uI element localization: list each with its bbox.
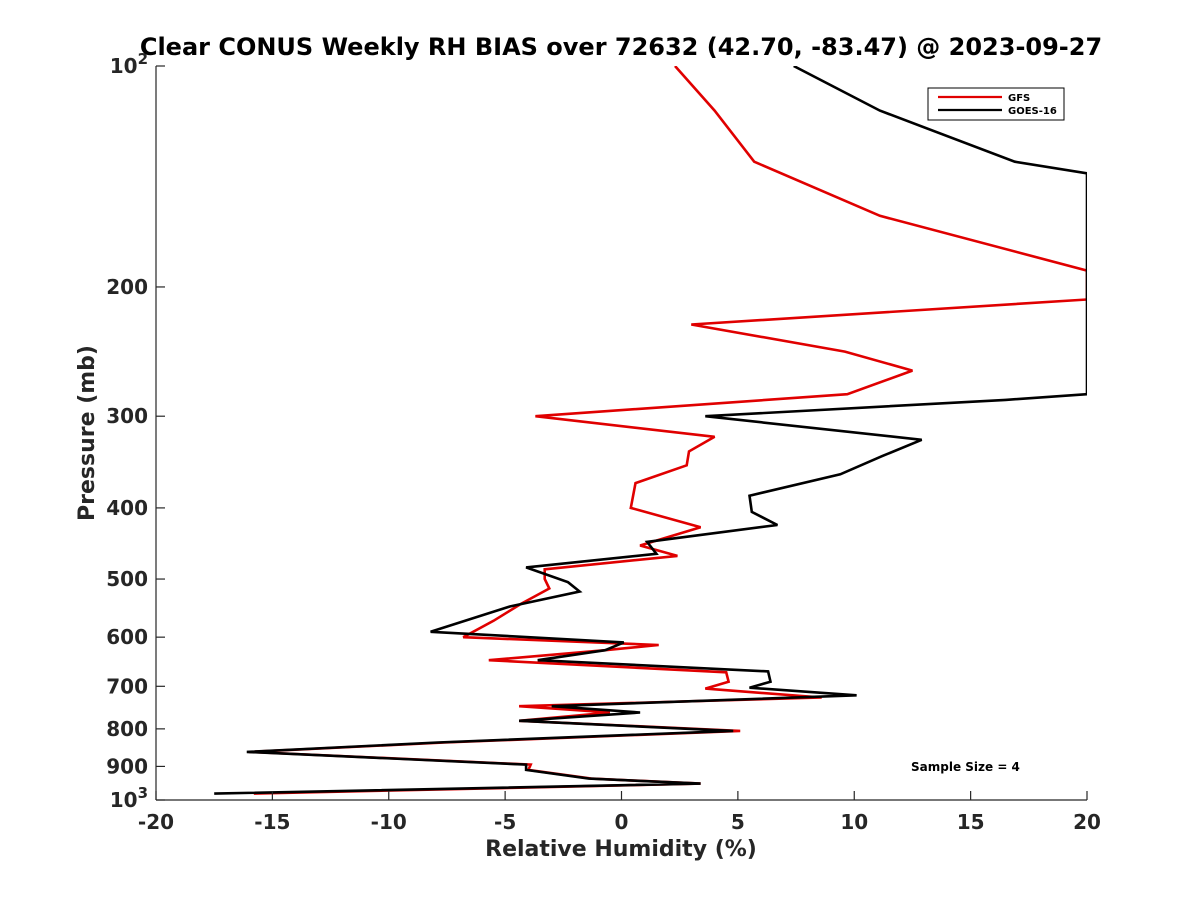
y-tick-exponent: 3 (138, 784, 148, 802)
series-layer (214, 66, 1087, 795)
chart-title: Clear CONUS Weekly RH BIAS over 72632 (4… (140, 33, 1102, 61)
x-tick-label: -20 (138, 810, 174, 834)
x-tick-label: 20 (1073, 810, 1101, 834)
y-tick-base: 10 (110, 788, 138, 812)
y-tick-label: 600 (106, 625, 148, 649)
sample-size-annotation: Sample Size = 4 (911, 760, 1020, 774)
x-tick-label: 10 (840, 810, 868, 834)
x-tick-label: 5 (731, 810, 745, 834)
y-tick-label: 300 (106, 404, 148, 428)
y-tick-label: 900 (106, 754, 148, 778)
y-tick-label: 400 (106, 496, 148, 520)
x-tick-label: -10 (371, 810, 407, 834)
y-tick-label: 800 (106, 717, 148, 741)
series-line-goes-16 (214, 66, 1087, 795)
x-tick-label: 15 (957, 810, 985, 834)
legend: GFS GOES-16 (927, 87, 1065, 121)
x-ticks: -20 -15 -10 -5 0 5 10 15 20 (138, 791, 1101, 834)
x-tick-label: -15 (254, 810, 290, 834)
x-tick-label: -5 (494, 810, 516, 834)
y-tick-label: 500 (106, 567, 148, 591)
y-tick-label: 200 (106, 275, 148, 299)
x-tick-label: 0 (615, 810, 629, 834)
x-axis-label: Relative Humidity (%) (485, 837, 757, 862)
y-tick-label: 103 (110, 784, 148, 812)
legend-label-gfs: GFS (1008, 93, 1030, 104)
legend-box (927, 87, 1065, 121)
legend-label-goes16: GOES-16 (1008, 106, 1057, 117)
y-tick-label: 700 (106, 674, 148, 698)
y-axis-label: Pressure (mb) (75, 345, 100, 521)
y-tick-label: 102 (110, 50, 148, 78)
series-line-gfs (249, 66, 1087, 795)
y-tick-exponent: 2 (138, 50, 148, 68)
y-tick-base: 10 (110, 54, 138, 78)
plot-area (156, 66, 1087, 800)
